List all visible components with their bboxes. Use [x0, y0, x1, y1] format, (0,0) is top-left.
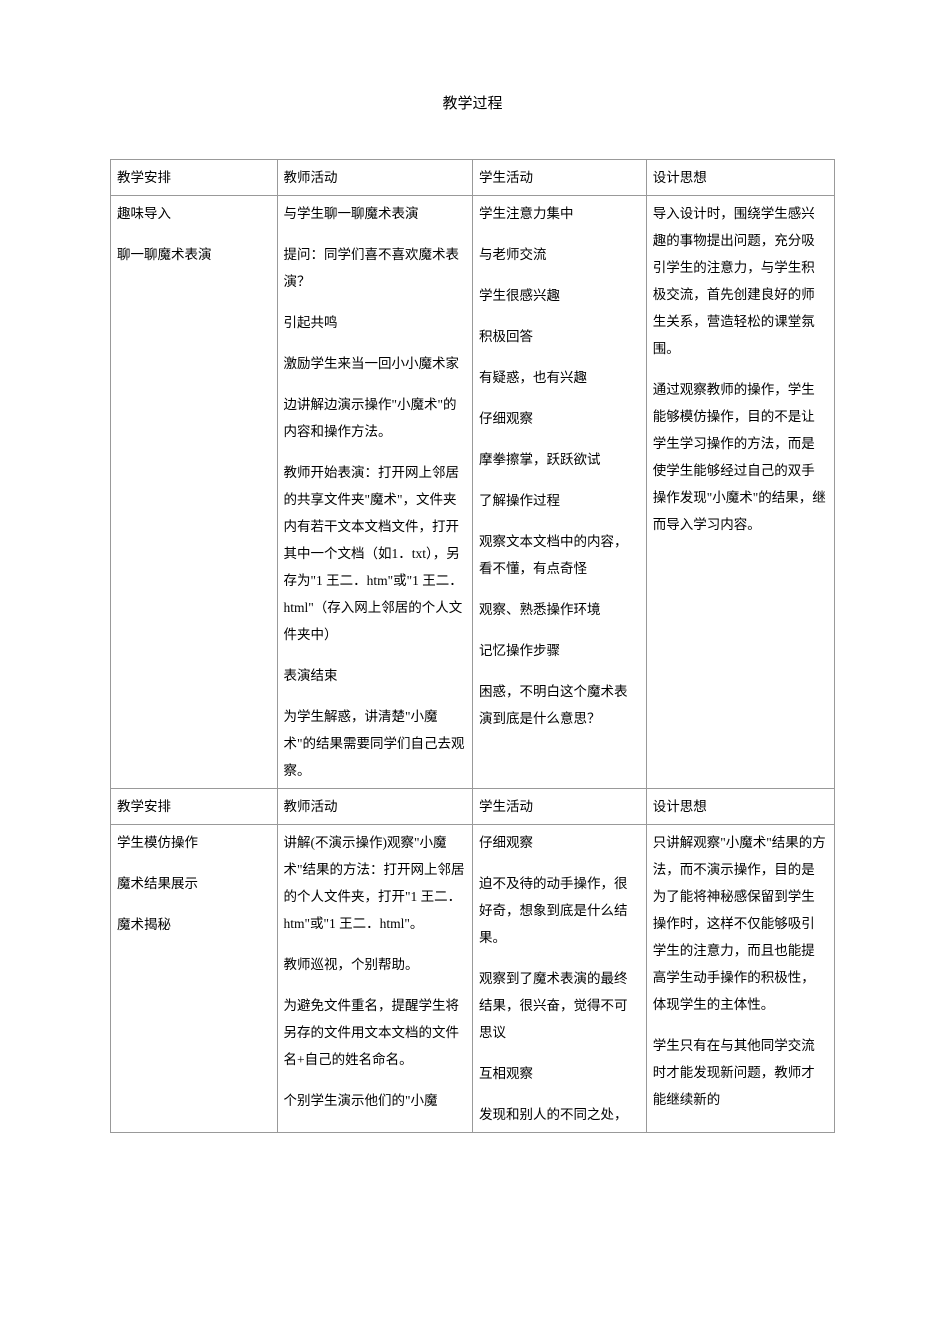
text: 仔细观察: [479, 405, 640, 432]
header-cell: 教师活动: [277, 788, 472, 824]
cell-arrangement: 学生模仿操作 魔术结果展示 魔术揭秘: [111, 824, 278, 1132]
text: 摩拳擦掌，跃跃欲试: [479, 446, 640, 473]
header-cell: 学生活动: [472, 159, 646, 195]
text: 聊一聊魔术表演: [117, 241, 271, 268]
text: 学生很感兴趣: [479, 282, 640, 309]
text: 表演结束: [284, 662, 466, 689]
text: 教师巡视，个别帮助。: [284, 951, 466, 978]
text: 记忆操作步骤: [479, 637, 640, 664]
table-header-row: 教学安排 教师活动 学生活动 设计思想: [111, 788, 835, 824]
text: 引起共鸣: [284, 309, 466, 336]
text: 魔术结果展示: [117, 870, 271, 897]
header-cell: 教学安排: [111, 788, 278, 824]
text: 为避免文件重名，提醒学生将另存的文件用文本文档的文件名+自己的姓名命名。: [284, 992, 466, 1073]
text: 只讲解观察"小魔术"结果的方法，而不演示操作，目的是为了能将神秘感保留到学生操作…: [653, 829, 828, 1018]
text: 有疑惑，也有兴趣: [479, 364, 640, 391]
text: 观察文本文档中的内容，看不懂，有点奇怪: [479, 528, 640, 582]
text: 迫不及待的动手操作，很好奇，想象到底是什么结果。: [479, 870, 640, 951]
header-cell: 设计思想: [646, 788, 834, 824]
table-row: 学生模仿操作 魔术结果展示 魔术揭秘 讲解(不演示操作)观察"小魔术"结果的方法…: [111, 824, 835, 1132]
page-title: 教学过程: [110, 90, 835, 119]
text: 困惑，不明白这个魔术表演到底是什么意思？: [479, 678, 640, 732]
header-cell: 学生活动: [472, 788, 646, 824]
text: 提问：同学们喜不喜欢魔术表演？: [284, 241, 466, 295]
text: 学生只有在与其他同学交流时才能发现新问题，教师才能继续新的: [653, 1032, 828, 1113]
text: 学生注意力集中: [479, 200, 640, 227]
header-cell: 教师活动: [277, 159, 472, 195]
text: 为学生解惑，讲清楚"小魔术"的结果需要同学们自己去观察。: [284, 703, 466, 784]
text: 仔细观察: [479, 829, 640, 856]
cell-teacher-activity: 讲解(不演示操作)观察"小魔术"结果的方法：打开网上邻居的个人文件夹，打开"1 …: [277, 824, 472, 1132]
text: 与老师交流: [479, 241, 640, 268]
header-cell: 教学安排: [111, 159, 278, 195]
table-header-row: 教学安排 教师活动 学生活动 设计思想: [111, 159, 835, 195]
text: 通过观察教师的操作，学生能够模仿操作，目的不是让学生学习操作的方法，而是使学生能…: [653, 376, 828, 538]
table-row: 趣味导入 聊一聊魔术表演 与学生聊一聊魔术表演 提问：同学们喜不喜欢魔术表演？ …: [111, 195, 835, 788]
lesson-plan-table: 教学安排 教师活动 学生活动 设计思想 趣味导入 聊一聊魔术表演 与学生聊一聊魔…: [110, 159, 835, 1133]
cell-teacher-activity: 与学生聊一聊魔术表演 提问：同学们喜不喜欢魔术表演？ 引起共鸣 激励学生来当一回…: [277, 195, 472, 788]
cell-student-activity: 学生注意力集中 与老师交流 学生很感兴趣 积极回答 有疑惑，也有兴趣 仔细观察 …: [472, 195, 646, 788]
text: 观察、熟悉操作环境: [479, 596, 640, 623]
cell-student-activity: 仔细观察 迫不及待的动手操作，很好奇，想象到底是什么结果。 观察到了魔术表演的最…: [472, 824, 646, 1132]
text: 讲解(不演示操作)观察"小魔术"结果的方法：打开网上邻居的个人文件夹，打开"1 …: [284, 829, 466, 937]
text: 观察到了魔术表演的最终结果，很兴奋，觉得不可思议: [479, 965, 640, 1046]
text: 积极回答: [479, 323, 640, 350]
cell-arrangement: 趣味导入 聊一聊魔术表演: [111, 195, 278, 788]
header-cell: 设计思想: [646, 159, 834, 195]
text: 互相观察: [479, 1060, 640, 1087]
cell-design-idea: 导入设计时，围绕学生感兴趣的事物提出问题，充分吸引学生的注意力，与学生积极交流，…: [646, 195, 834, 788]
text: 学生模仿操作: [117, 829, 271, 856]
text: 边讲解边演示操作"小魔术"的内容和操作方法。: [284, 391, 466, 445]
text: 与学生聊一聊魔术表演: [284, 200, 466, 227]
text: 趣味导入: [117, 200, 271, 227]
text: 了解操作过程: [479, 487, 640, 514]
cell-design-idea: 只讲解观察"小魔术"结果的方法，而不演示操作，目的是为了能将神秘感保留到学生操作…: [646, 824, 834, 1132]
text: 激励学生来当一回小小魔术家: [284, 350, 466, 377]
text: 导入设计时，围绕学生感兴趣的事物提出问题，充分吸引学生的注意力，与学生积极交流，…: [653, 200, 828, 362]
text: 教师开始表演：打开网上邻居的共享文件夹"魔术"，文件夹内有若干文本文档文件，打开…: [284, 459, 466, 648]
text: 发现和别人的不同之处，: [479, 1101, 640, 1128]
text: 个别学生演示他们的"小魔: [284, 1087, 466, 1114]
text: 魔术揭秘: [117, 911, 271, 938]
